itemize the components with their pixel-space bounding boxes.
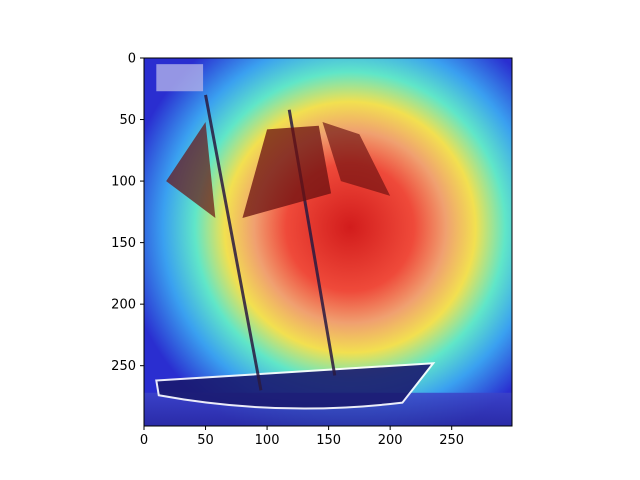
x-tick-label: 150 bbox=[316, 433, 341, 448]
ship-sail bbox=[242, 125, 332, 218]
y-axis: 0 50 100 150 200 250 bbox=[111, 52, 144, 374]
x-tick-label: 100 bbox=[255, 433, 280, 448]
y-tick-label: 0 bbox=[128, 52, 136, 67]
heatmap-image bbox=[144, 58, 512, 426]
y-tick-label: 50 bbox=[119, 113, 136, 128]
ship-sail bbox=[322, 122, 391, 196]
y-tick-label: 250 bbox=[111, 359, 136, 374]
ship-sail bbox=[166, 122, 216, 218]
x-tick-label: 250 bbox=[439, 433, 464, 448]
flag bbox=[156, 64, 204, 92]
ship-hull bbox=[155, 362, 436, 410]
ship-mast bbox=[204, 94, 263, 391]
y-tick-label: 200 bbox=[111, 298, 136, 313]
x-tick-label: 50 bbox=[197, 433, 214, 448]
x-tick-label: 0 bbox=[140, 433, 148, 448]
y-tick-label: 100 bbox=[111, 175, 136, 190]
x-axis: 0 50 100 150 200 250 bbox=[140, 426, 464, 448]
x-tick-label: 200 bbox=[378, 433, 403, 448]
y-tick-label: 150 bbox=[111, 236, 136, 251]
plot-frame bbox=[143, 57, 513, 427]
